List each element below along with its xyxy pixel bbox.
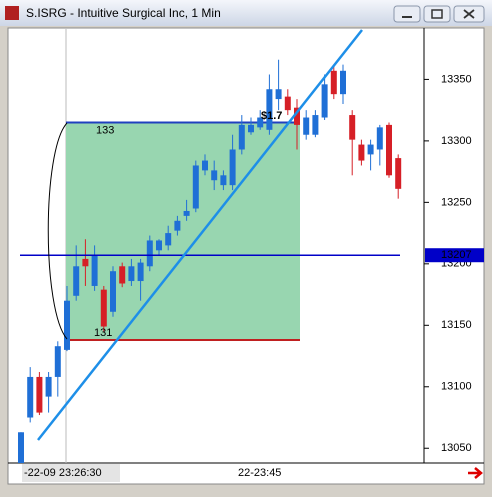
candle-body xyxy=(100,289,107,327)
x-label-highlight xyxy=(22,464,120,482)
candle-body xyxy=(275,89,282,100)
candle-body xyxy=(18,432,24,463)
y-tick-label: 13300 xyxy=(441,135,472,147)
candle-body xyxy=(128,266,135,282)
candle-body xyxy=(192,165,199,209)
y-tick-label: 13050 xyxy=(441,442,472,454)
bracket-curve xyxy=(47,122,68,340)
candle-body xyxy=(110,271,116,312)
y-tick-label: 13100 xyxy=(441,381,472,393)
candle-body xyxy=(36,376,43,413)
price-tag-label: 13207 xyxy=(441,249,472,261)
price-tag xyxy=(425,248,484,263)
candle-body xyxy=(376,127,383,150)
window-title: S.ISRG - Intuitive Surgical Inc, 1 Min xyxy=(26,6,221,20)
candle-body xyxy=(257,117,264,128)
candle-body xyxy=(82,258,89,267)
candle-body xyxy=(211,170,218,181)
maximize-button[interactable] xyxy=(423,5,451,23)
candle-body xyxy=(303,117,310,135)
candle-body xyxy=(349,115,356,140)
candle-body xyxy=(137,262,144,282)
box-bottom-label: 131 xyxy=(94,327,112,339)
candle-body xyxy=(340,70,346,95)
candle-body xyxy=(183,210,190,216)
y-tick-label: 13250 xyxy=(441,196,472,208)
candle-body xyxy=(386,124,392,176)
candle-body xyxy=(266,89,273,130)
candle-body xyxy=(284,96,291,111)
y-tick-label: 13350 xyxy=(441,73,472,85)
candle-body xyxy=(294,107,300,125)
candle-body xyxy=(321,84,328,118)
candle-body xyxy=(45,376,52,397)
candle-body xyxy=(367,144,374,155)
candle-body xyxy=(312,115,319,135)
candle-body xyxy=(156,240,162,251)
scroll-arrow[interactable] xyxy=(468,467,483,479)
candle-body xyxy=(358,144,365,161)
annotation: $1.7 xyxy=(261,110,282,122)
y-tick-label: 13150 xyxy=(441,319,472,331)
box-top-label: 133 xyxy=(96,124,114,136)
trend-line xyxy=(37,29,363,441)
candle-body xyxy=(54,346,61,377)
candle-body xyxy=(73,266,80,296)
candle-body xyxy=(174,220,181,231)
candle-body xyxy=(91,255,98,286)
candle-body xyxy=(146,240,153,267)
candle-body xyxy=(119,266,126,284)
candle-body xyxy=(238,124,245,150)
candle-body xyxy=(330,70,337,95)
candle-body xyxy=(202,160,208,171)
app-icon xyxy=(5,6,19,20)
candle-body xyxy=(27,376,34,418)
x-label: 22-23:45 xyxy=(238,467,281,479)
candle-body xyxy=(248,124,254,133)
minimize-button[interactable] xyxy=(393,5,421,23)
x-label: -22-09 23:26:30 xyxy=(24,467,102,479)
candle-body xyxy=(229,149,236,186)
candle-body xyxy=(64,300,70,350)
window-buttons[interactable] xyxy=(393,5,485,23)
candle-body xyxy=(220,175,227,186)
candle-body xyxy=(395,158,402,189)
candle-body xyxy=(165,233,172,246)
